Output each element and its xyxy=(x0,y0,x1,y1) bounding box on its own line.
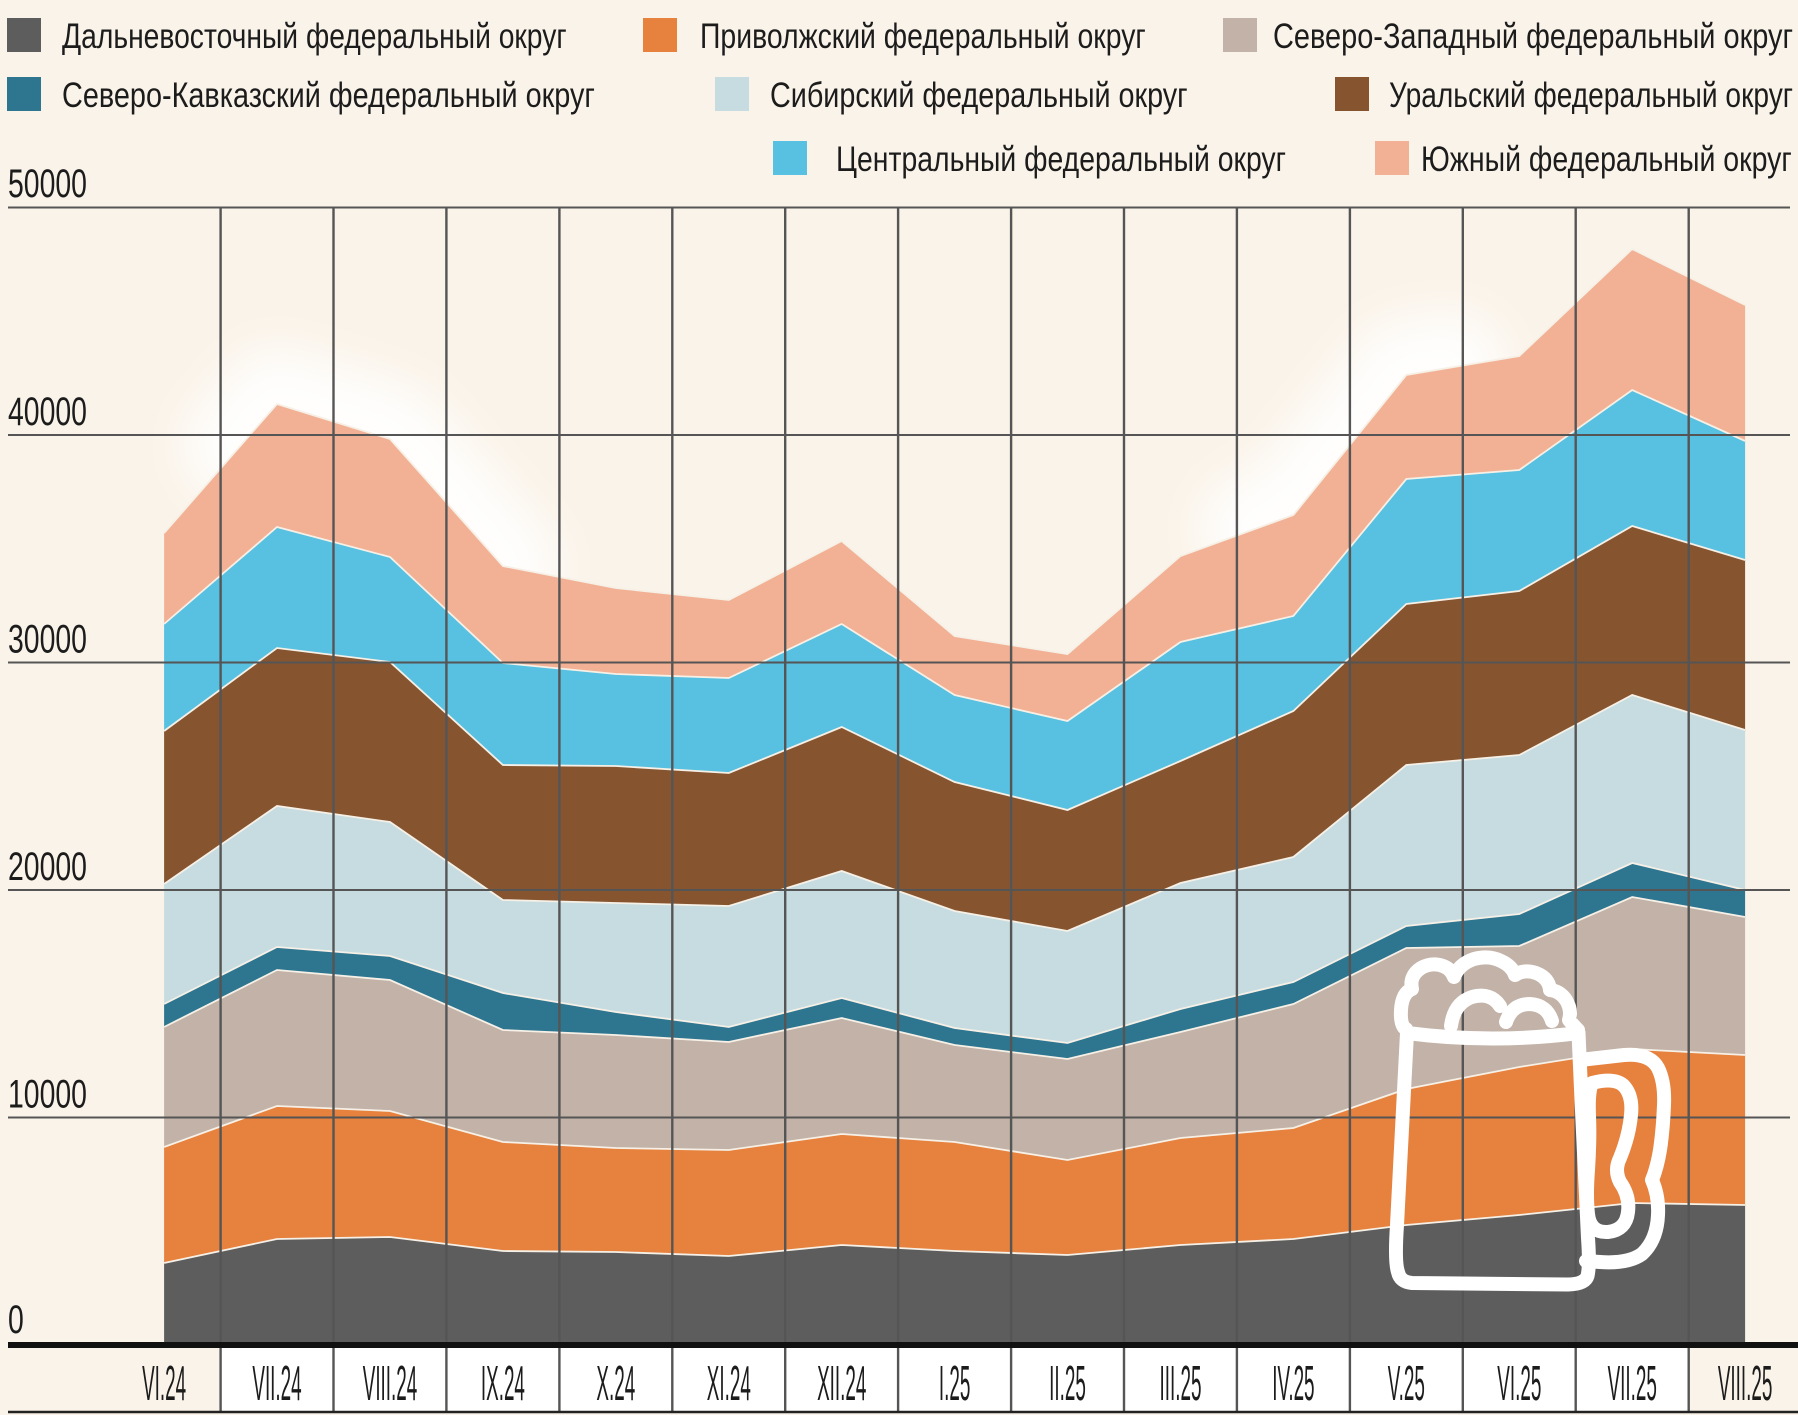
svg-text:50000: 50000 xyxy=(8,162,87,206)
svg-text:30000: 30000 xyxy=(8,618,87,662)
svg-text:VII.24: VII.24 xyxy=(252,1355,301,1410)
svg-text:V.25: V.25 xyxy=(1388,1355,1425,1410)
svg-text:Уральский федеральный округ: Уральский федеральный округ xyxy=(1389,75,1793,115)
svg-text:VI.24: VI.24 xyxy=(142,1355,186,1410)
svg-text:VIII.25: VIII.25 xyxy=(1718,1355,1773,1410)
svg-text:10000: 10000 xyxy=(8,1073,87,1117)
svg-text:I.25: I.25 xyxy=(939,1355,970,1410)
svg-text:Приволжский федеральный округ: Приволжский федеральный округ xyxy=(700,16,1146,56)
svg-text:Северо-Западный федеральный ок: Северо-Западный федеральный округ xyxy=(1273,16,1793,55)
svg-text:Центральный федеральный округ: Центральный федеральный округ xyxy=(836,139,1286,179)
svg-text:Южный федеральный округ: Южный федеральный округ xyxy=(1421,139,1792,178)
svg-text:XII.24: XII.24 xyxy=(817,1355,866,1410)
svg-text:II.25: II.25 xyxy=(1049,1355,1086,1410)
svg-text:20000: 20000 xyxy=(8,845,87,889)
svg-text:0: 0 xyxy=(8,1298,24,1342)
svg-text:X.24: X.24 xyxy=(596,1355,635,1410)
svg-text:VIII.24: VIII.24 xyxy=(363,1355,418,1410)
svg-text:VII.25: VII.25 xyxy=(1608,1355,1657,1410)
svg-text:40000: 40000 xyxy=(8,390,87,434)
svg-text:IV.25: IV.25 xyxy=(1272,1355,1314,1410)
svg-text:IX.24: IX.24 xyxy=(481,1355,525,1410)
svg-text:XI.24: XI.24 xyxy=(707,1355,751,1410)
svg-text:III.25: III.25 xyxy=(1160,1355,1202,1410)
svg-text:Сибирский федеральный округ: Сибирский федеральный округ xyxy=(770,75,1188,114)
svg-text:Северо-Кавказский федеральный: Северо-Кавказский федеральный округ xyxy=(62,75,595,114)
svg-text:VI.25: VI.25 xyxy=(1497,1355,1541,1410)
svg-text:Дальневосточный федеральный ок: Дальневосточный федеральный округ xyxy=(62,16,567,56)
